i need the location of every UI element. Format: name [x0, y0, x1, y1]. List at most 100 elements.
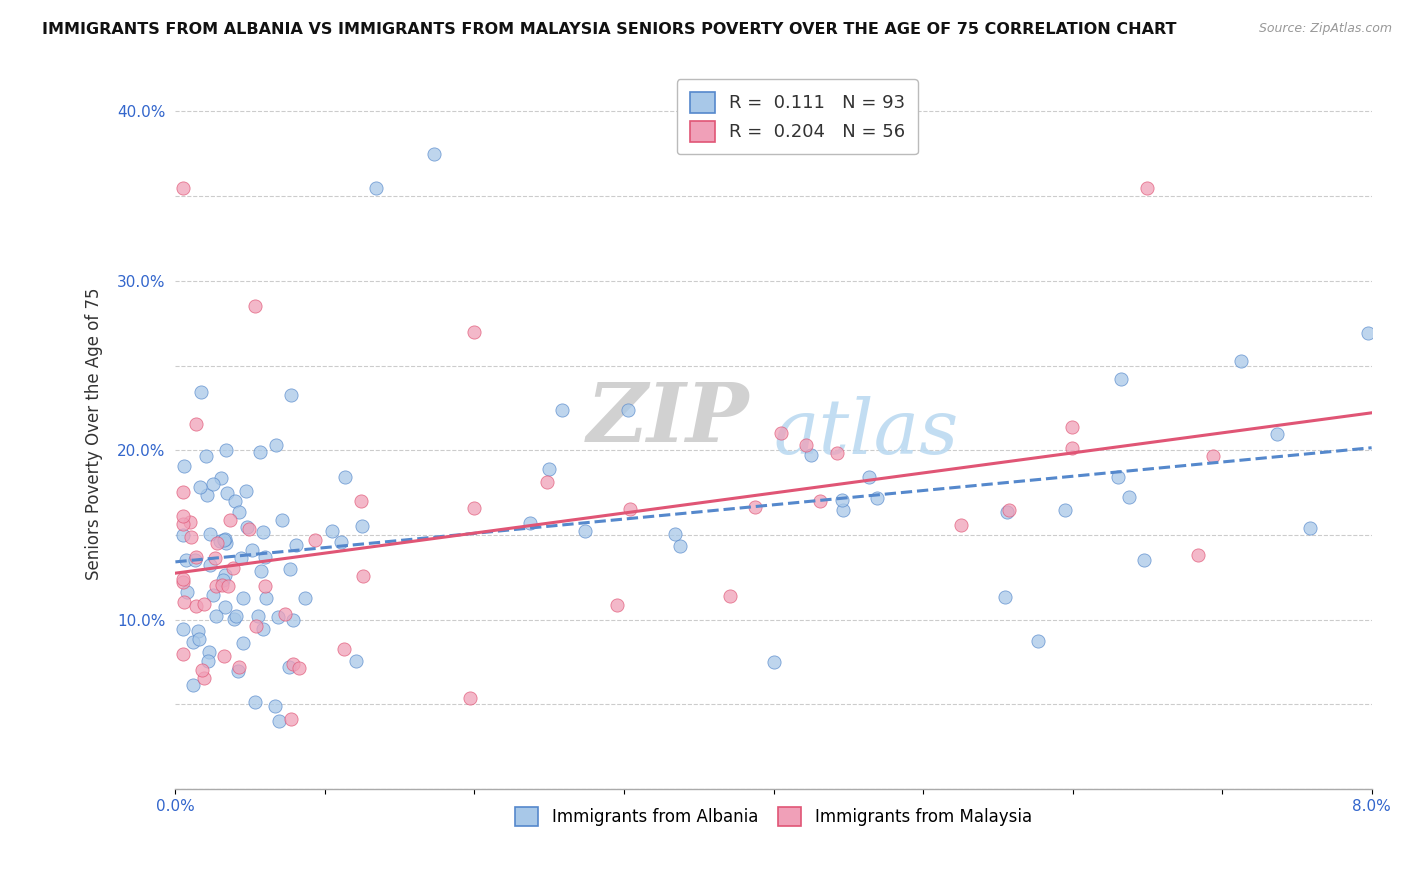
Point: [190, 384, 212, 399]
Point: [249, 564, 271, 578]
Point: [236, 520, 259, 534]
Point: [184, 417, 207, 432]
Point: [1299, 521, 1322, 535]
Point: [606, 599, 628, 613]
Point: [995, 505, 1018, 519]
Point: [228, 660, 250, 674]
Point: [619, 502, 641, 516]
Point: [172, 622, 194, 636]
Point: [267, 610, 290, 624]
Point: [173, 459, 195, 474]
Point: [232, 591, 254, 606]
Point: [304, 533, 326, 548]
Point: [1060, 419, 1083, 434]
Point: [744, 500, 766, 514]
Point: [538, 462, 561, 476]
Point: [264, 437, 287, 451]
Text: Source: ZipAtlas.com: Source: ZipAtlas.com: [1258, 22, 1392, 36]
Point: [204, 609, 226, 624]
Point: [664, 527, 686, 541]
Point: [284, 538, 307, 552]
Point: [333, 642, 356, 657]
Point: [949, 518, 972, 533]
Y-axis label: Seniors Poverty Over the Age of 75: Seniors Poverty Over the Age of 75: [86, 287, 103, 580]
Point: [617, 403, 640, 417]
Point: [263, 698, 285, 713]
Point: [215, 443, 238, 458]
Point: [212, 533, 235, 547]
Point: [215, 536, 238, 550]
Point: [184, 599, 207, 614]
Point: [172, 573, 194, 587]
Point: [551, 403, 574, 417]
Point: [195, 488, 218, 502]
Point: [214, 567, 236, 582]
Point: [245, 619, 267, 633]
Point: [294, 591, 316, 606]
Point: [172, 484, 194, 499]
Point: [214, 532, 236, 546]
Point: [762, 655, 785, 669]
Point: [187, 624, 209, 638]
Point: [243, 299, 266, 313]
Point: [224, 612, 246, 626]
Point: [172, 180, 194, 194]
Point: [267, 714, 290, 729]
Point: [219, 513, 242, 527]
Point: [193, 597, 215, 611]
Point: [330, 534, 353, 549]
Point: [194, 449, 217, 463]
Point: [1118, 490, 1140, 504]
Point: [254, 579, 277, 593]
Point: [536, 475, 558, 489]
Point: [281, 613, 304, 627]
Point: [794, 438, 817, 452]
Point: [179, 516, 201, 530]
Point: [172, 528, 194, 542]
Legend: Immigrants from Albania, Immigrants from Malaysia: Immigrants from Albania, Immigrants from…: [506, 798, 1040, 834]
Point: [205, 535, 228, 549]
Point: [172, 574, 194, 589]
Point: [191, 663, 214, 677]
Point: [172, 509, 194, 524]
Point: [280, 387, 302, 401]
Point: [183, 678, 205, 692]
Point: [321, 524, 343, 538]
Point: [198, 526, 221, 541]
Point: [1357, 326, 1379, 341]
Point: [172, 517, 194, 532]
Point: [1136, 180, 1159, 194]
Point: [669, 540, 692, 554]
Point: [231, 551, 253, 566]
Point: [184, 553, 207, 567]
Point: [1187, 549, 1209, 563]
Point: [1107, 469, 1129, 483]
Point: [217, 485, 239, 500]
Point: [463, 325, 485, 339]
Point: [214, 599, 236, 614]
Point: [225, 608, 247, 623]
Point: [180, 530, 202, 544]
Point: [197, 654, 219, 668]
Point: [423, 146, 446, 161]
Point: [1202, 449, 1225, 463]
Point: [458, 690, 481, 705]
Point: [247, 608, 270, 623]
Point: [463, 501, 485, 516]
Point: [235, 483, 257, 498]
Point: [202, 588, 225, 602]
Point: [190, 480, 212, 494]
Point: [228, 505, 250, 519]
Point: [1026, 634, 1049, 648]
Point: [181, 634, 204, 648]
Point: [212, 573, 235, 587]
Point: [172, 647, 194, 661]
Text: ZIP: ZIP: [586, 379, 749, 459]
Point: [574, 524, 596, 538]
Point: [352, 519, 374, 533]
Point: [344, 654, 367, 668]
Point: [173, 595, 195, 609]
Point: [825, 446, 848, 460]
Point: [808, 493, 831, 508]
Point: [1109, 372, 1132, 386]
